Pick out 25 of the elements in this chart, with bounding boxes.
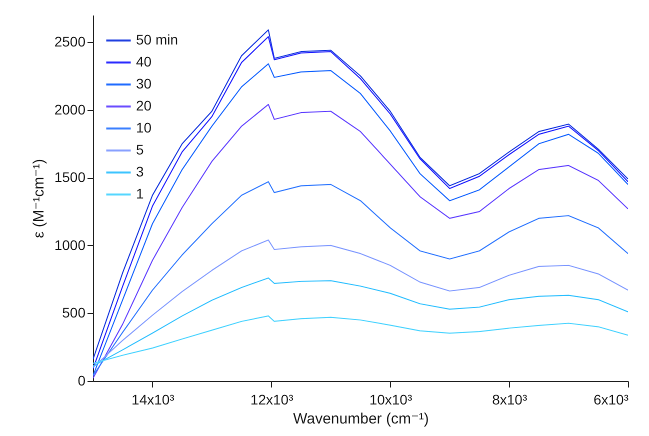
line-series (93, 315, 628, 364)
legend-label: 5 (136, 142, 144, 158)
y-tick-label: 500 (62, 304, 86, 321)
legend-label: 40 (136, 54, 152, 70)
legend-label: 3 (136, 164, 144, 180)
legend-label: 50 min (136, 32, 178, 48)
legend-label: 10 (136, 120, 152, 136)
y-tick-label: 1500 (54, 169, 86, 186)
y-tick-label: 2000 (54, 101, 86, 118)
legend-label: 30 (136, 76, 152, 92)
y-axis-title: ε (M⁻¹cm⁻¹) (30, 158, 48, 238)
y-tick-label: 1000 (54, 236, 86, 253)
x-tick-label: 12x10³ (250, 392, 294, 408)
x-tick-label: 10x10³ (369, 392, 412, 408)
y-tick-label: 2500 (54, 34, 86, 50)
x-tick-label: 14x10³ (132, 392, 175, 408)
line-series (93, 239, 628, 368)
y-tick-label: 0 (78, 372, 86, 388)
x-tick-label: 8x10³ (492, 392, 528, 408)
x-axis-title: Wavenumber (cm⁻¹) (293, 410, 429, 428)
line-series (93, 277, 628, 367)
legend-label: 1 (136, 186, 144, 202)
line-series (93, 181, 628, 376)
x-tick-label: 6x10³ (593, 392, 629, 408)
legend-label: 20 (136, 98, 152, 114)
